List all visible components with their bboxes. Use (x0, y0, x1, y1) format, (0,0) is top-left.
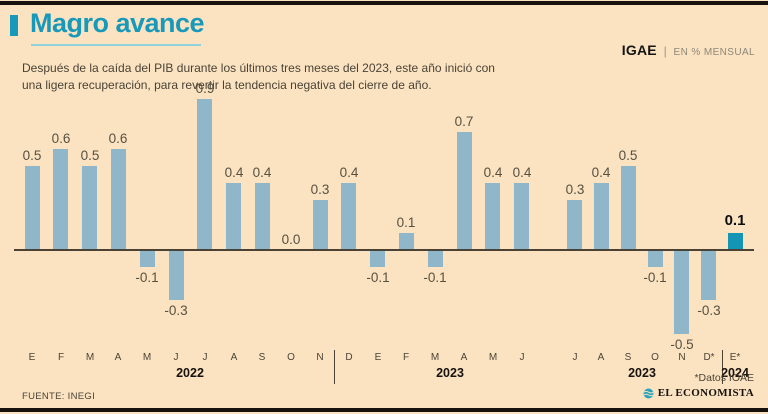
bar (341, 183, 356, 250)
bar (313, 200, 328, 250)
bar (457, 132, 472, 250)
bar (701, 250, 716, 300)
bar-value-label: 0.9 (195, 81, 215, 96)
bar-value-label: 0.4 (252, 165, 272, 180)
month-tick-label: S (624, 352, 632, 363)
bar-value-label: -0.1 (643, 270, 667, 285)
month-tick-label: N (316, 352, 324, 363)
month-tick-label: A (114, 352, 122, 363)
bar (567, 200, 582, 250)
month-tick-label: M (430, 352, 440, 363)
bar-value-label: -0.5 (670, 337, 694, 352)
source-label: FUENTE: INEGI (22, 391, 96, 402)
year-divider (334, 350, 335, 384)
tag-separator: | (663, 44, 667, 58)
bar-value-label: 0.1 (724, 212, 746, 229)
bar (485, 183, 500, 250)
bar (53, 149, 68, 250)
bar-value-label: -0.3 (697, 303, 721, 318)
bar-value-label: 0.4 (591, 165, 611, 180)
month-tick-label: M (85, 352, 95, 363)
bar-value-label: 0.6 (51, 131, 71, 146)
year-label: 2023 (436, 366, 464, 380)
month-tick-label: O (651, 352, 659, 363)
bar (140, 250, 155, 267)
year-label: 2022 (176, 366, 204, 380)
month-tick-label: A (460, 352, 468, 363)
month-tick-label: M (142, 352, 152, 363)
month-tick-label: N (678, 352, 686, 363)
month-tick-label: J (173, 352, 179, 363)
bar-value-label: -0.1 (423, 270, 447, 285)
bar (370, 250, 385, 267)
bar-value-label: -0.3 (164, 303, 188, 318)
indicator-name: IGAE (621, 42, 657, 58)
globe-icon (643, 388, 654, 399)
bottom-border (0, 408, 768, 412)
bar-highlight (728, 233, 743, 250)
bar (111, 149, 126, 250)
page-title: Magro avance (30, 8, 205, 38)
bar (674, 250, 689, 334)
top-border (0, 1, 768, 5)
chart-subtitle: Después de la caída del PIB durante los … (22, 61, 495, 93)
bar-value-label: 0.1 (396, 215, 416, 230)
unit-label: EN % MENSUAL (673, 47, 755, 58)
month-tick-label: S (258, 352, 266, 363)
month-tick-label: D (345, 352, 353, 363)
month-tick-label: J (572, 352, 578, 363)
bar-value-label: 0.5 (22, 148, 42, 163)
month-tick-label: A (230, 352, 238, 363)
month-tick-label: O (287, 352, 295, 363)
bar (428, 250, 443, 267)
bar-value-label: 0.3 (565, 182, 585, 197)
month-tick-label: M (488, 352, 498, 363)
el-economista-logo: EL ECONOMISTA (643, 387, 754, 399)
month-tick-label: J (202, 352, 208, 363)
title-bullet-icon (10, 15, 18, 36)
footnote-datos-ioae: *Datos IOAE (694, 372, 754, 384)
month-tick-label: A (597, 352, 605, 363)
bar (255, 183, 270, 250)
month-tick-label: F (402, 352, 410, 363)
bar (197, 99, 212, 250)
bar (594, 183, 609, 250)
bar-value-label: -0.1 (366, 270, 390, 285)
bar-value-label: 0.3 (310, 182, 330, 197)
bar (621, 166, 636, 250)
bar (399, 233, 414, 250)
month-tick-label: E* (729, 352, 741, 363)
chart-unit-tag: IGAE | EN % MENSUAL (622, 42, 755, 58)
bar (514, 183, 529, 250)
bar (25, 166, 40, 250)
month-tick-label: E (374, 352, 382, 363)
year-label: 2024 (721, 366, 749, 380)
bar-value-label: 0.5 (80, 148, 100, 163)
bar (226, 183, 241, 250)
zero-axis-line (14, 249, 754, 251)
bar-value-label: 0.5 (618, 148, 638, 163)
bar (82, 166, 97, 250)
bar-value-label: 0.0 (281, 232, 301, 247)
month-tick-label: F (57, 352, 65, 363)
bar-value-label: 0.6 (108, 131, 128, 146)
bar (648, 250, 663, 267)
month-tick-label: E (28, 352, 36, 363)
bar-value-label: -0.1 (135, 270, 159, 285)
bar-value-label: 0.7 (454, 114, 474, 129)
title-underline (31, 44, 201, 46)
brand-name: EL ECONOMISTA (657, 387, 754, 399)
year-label: 2023 (628, 366, 656, 380)
year-divider (722, 350, 723, 384)
bar-value-label: 0.4 (224, 165, 244, 180)
bar-value-label: 0.4 (483, 165, 503, 180)
bar (169, 250, 184, 300)
month-tick-label: D* (703, 352, 715, 363)
month-tick-label: J (519, 352, 525, 363)
bar-value-label: 0.4 (512, 165, 532, 180)
bar-value-label: 0.4 (339, 165, 359, 180)
